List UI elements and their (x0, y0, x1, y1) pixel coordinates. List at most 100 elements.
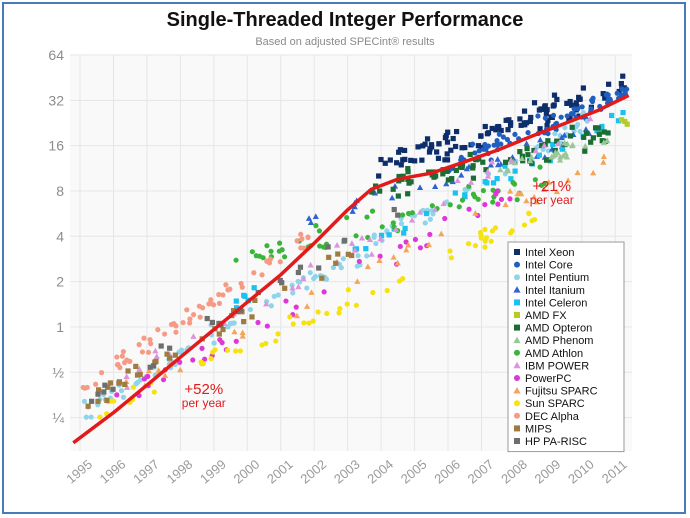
data-point (436, 141, 442, 147)
data-point (369, 189, 375, 195)
data-point (490, 187, 496, 193)
data-point (536, 107, 542, 113)
data-point (541, 142, 548, 148)
data-point (394, 259, 401, 266)
data-point (462, 192, 468, 198)
data-point (517, 116, 523, 122)
data-point (303, 303, 311, 309)
data-point (408, 157, 414, 163)
data-point (470, 191, 477, 197)
data-point (582, 148, 588, 154)
data-point (528, 114, 534, 121)
data-point (444, 139, 451, 145)
data-point (544, 122, 550, 129)
data-point (447, 248, 453, 254)
data-point (604, 137, 611, 144)
data-point (603, 92, 609, 98)
data-point (276, 240, 283, 246)
data-point (373, 240, 379, 247)
data-point (147, 336, 153, 343)
data-point (506, 117, 512, 123)
data-point (594, 128, 600, 134)
data-point (217, 337, 223, 343)
data-point (338, 265, 344, 271)
data-point (282, 285, 288, 291)
data-point (386, 232, 392, 238)
data-point (469, 141, 476, 147)
data-point (618, 92, 624, 98)
data-point (390, 253, 397, 260)
data-point (408, 216, 416, 223)
legend-marker (514, 324, 520, 331)
data-point (518, 155, 526, 161)
data-point (503, 167, 511, 174)
legend-entry-intel-xeon: Intel Xeon (525, 247, 575, 259)
data-point (395, 212, 401, 218)
data-point (408, 179, 414, 185)
data-point (390, 220, 396, 226)
data-point (102, 382, 108, 388)
data-point (546, 157, 552, 163)
data-point (310, 318, 316, 324)
data-point (462, 144, 468, 151)
data-point (550, 112, 557, 118)
data-point (295, 278, 301, 284)
data-point (177, 366, 184, 373)
data-point (497, 166, 504, 173)
data-point (133, 363, 139, 369)
data-point (472, 150, 478, 156)
legend-marker (514, 299, 520, 306)
data-point (298, 231, 304, 237)
data-point (526, 210, 532, 216)
data-point (145, 349, 152, 355)
data-point (599, 123, 605, 130)
data-point (542, 106, 548, 113)
data-point (514, 197, 520, 203)
data-point (392, 226, 400, 232)
data-point (622, 118, 628, 125)
data-point (576, 96, 582, 102)
y-tick-label: 64 (48, 47, 64, 63)
x-tick-label: 2000 (231, 457, 263, 487)
data-point (595, 125, 601, 131)
data-point (151, 389, 157, 395)
data-point (489, 125, 495, 132)
data-point (482, 226, 488, 233)
data-point (466, 206, 472, 212)
data-point (326, 254, 332, 260)
data-point (241, 292, 247, 298)
data-point (561, 132, 568, 138)
data-point (554, 96, 560, 103)
data-point (216, 300, 223, 306)
data-point (202, 356, 208, 362)
legend-marker (513, 361, 521, 369)
data-point (417, 245, 424, 251)
data-point (542, 115, 548, 121)
data-point (500, 134, 506, 140)
data-point (600, 153, 608, 160)
data-point (299, 236, 305, 242)
data-point (502, 159, 509, 165)
data-point (279, 280, 285, 286)
data-point (396, 278, 403, 284)
x-tick-label: 2002 (297, 457, 329, 487)
data-point (259, 342, 265, 348)
data-point (95, 398, 101, 404)
data-point (239, 332, 246, 339)
data-point (423, 210, 430, 217)
data-point (470, 165, 476, 171)
data-point (395, 193, 401, 199)
data-point (388, 194, 396, 201)
data-point (539, 142, 545, 149)
data-point (340, 256, 346, 262)
data-point (160, 377, 167, 383)
data-point (467, 151, 473, 158)
data-point (344, 214, 350, 221)
legend-entry-powerpc: PowerPC (525, 373, 572, 385)
data-point (342, 237, 348, 243)
data-point (523, 140, 530, 147)
data-point (204, 315, 210, 322)
data-point (447, 202, 453, 208)
data-point (552, 131, 558, 137)
data-point (293, 312, 301, 319)
